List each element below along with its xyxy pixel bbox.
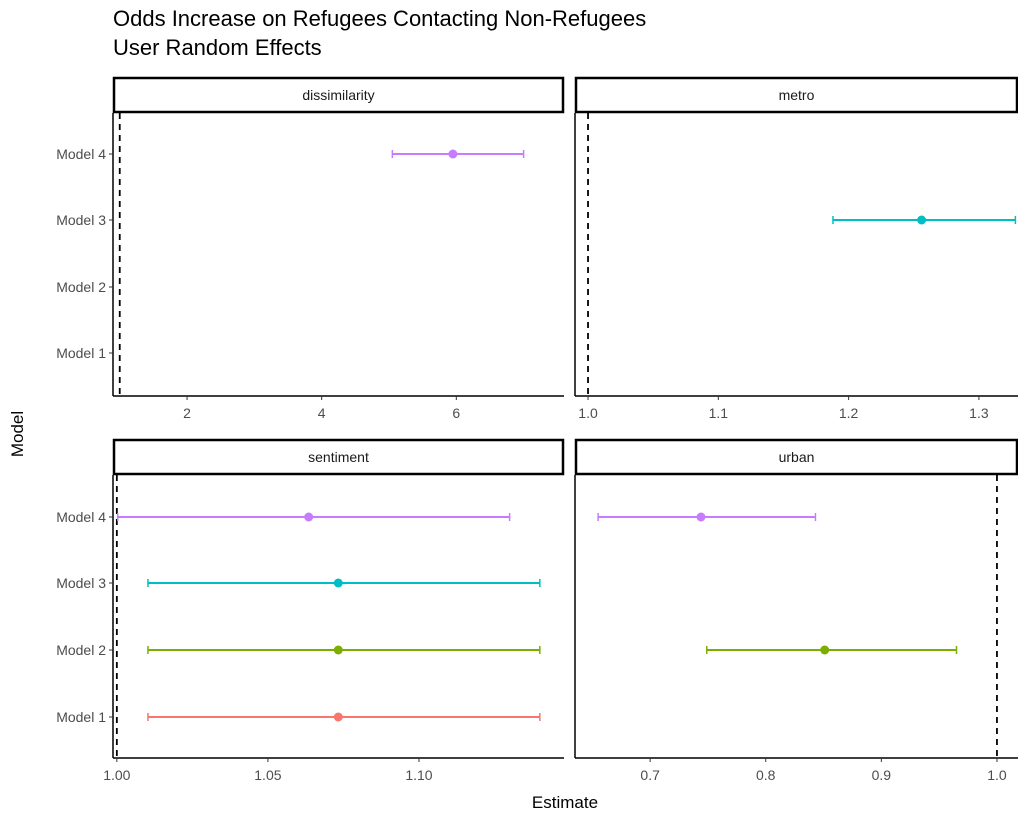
y-tick-label: Model 1: [56, 345, 106, 361]
y-axis-title: Model: [8, 411, 27, 457]
x-tick-label: 1.10: [405, 767, 432, 783]
strip-label-dissimilarity: dissimilarity: [302, 87, 374, 103]
x-tick-label: 1.00: [103, 767, 130, 783]
strip-label-sentiment: sentiment: [308, 449, 369, 465]
strip-label-urban: urban: [779, 449, 815, 465]
x-tick-label: 2: [183, 405, 191, 421]
point-estimate: [334, 713, 343, 722]
point-estimate: [917, 216, 926, 225]
x-tick-label: 1.3: [969, 405, 989, 421]
chart-title: Odds Increase on Refugees Contacting Non…: [113, 6, 646, 31]
x-tick-label: 4: [318, 405, 326, 421]
point-estimate: [304, 513, 313, 522]
strip-label-metro: metro: [779, 87, 815, 103]
point-estimate: [697, 513, 706, 522]
y-tick-label: Model 2: [56, 279, 106, 295]
x-tick-label: 0.9: [872, 767, 892, 783]
y-tick-label: Model 3: [56, 575, 106, 591]
y-tick-label: Model 2: [56, 642, 106, 658]
x-tick-label: 6: [452, 405, 460, 421]
x-tick-label: 1.2: [839, 405, 859, 421]
point-estimate: [820, 646, 829, 655]
x-tick-label: 0.8: [756, 767, 776, 783]
y-tick-label: Model 4: [56, 509, 106, 525]
y-tick-label: Model 1: [56, 709, 106, 725]
chart-subtitle: User Random Effects: [113, 35, 322, 60]
x-tick-label: 1.05: [254, 767, 281, 783]
y-tick-label: Model 4: [56, 146, 106, 162]
x-tick-label: 1.0: [578, 405, 598, 421]
point-estimate: [334, 579, 343, 588]
point-estimate: [334, 646, 343, 655]
facet-panels: dissimilarity Model 1 Model 2 Model 3 Model …: [56, 78, 1018, 783]
x-tick-label: 1.0: [987, 767, 1007, 783]
point-estimate: [448, 150, 457, 159]
x-axis-title: Estimate: [532, 793, 598, 812]
y-tick-label: Model 3: [56, 212, 106, 228]
x-tick-label: 0.7: [640, 767, 660, 783]
x-tick-label: 1.1: [709, 405, 729, 421]
